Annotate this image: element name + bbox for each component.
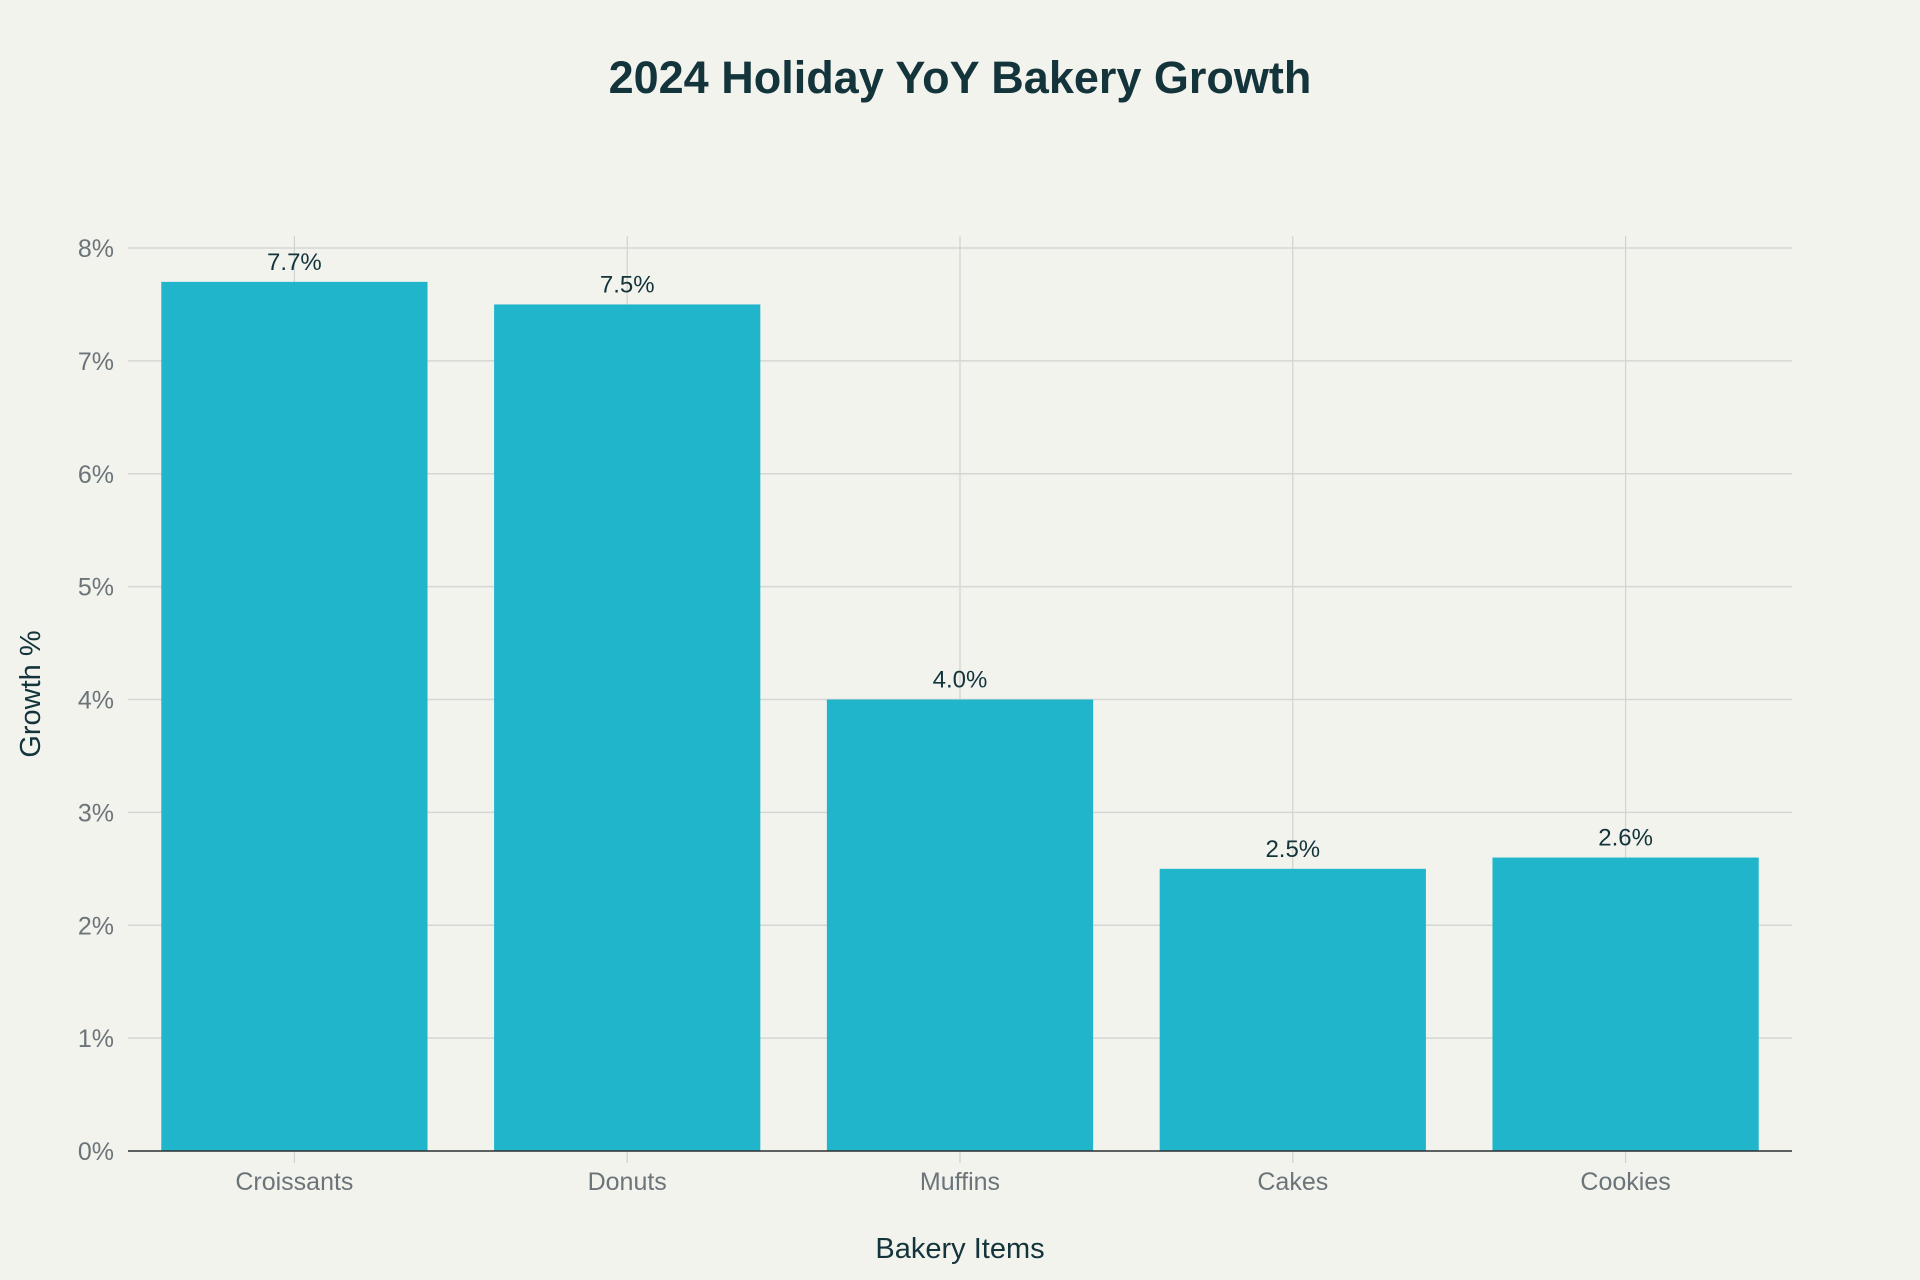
y-tick-label: 5%	[78, 574, 114, 602]
y-tick-label: 6%	[78, 461, 114, 489]
y-tick-label: 7%	[78, 348, 114, 376]
chart-title: 2024 Holiday YoY Bakery Growth	[609, 52, 1312, 103]
x-tick-label: Cookies	[1580, 1168, 1670, 1196]
y-tick-label: 4%	[78, 687, 114, 715]
data-label: 7.5%	[600, 271, 655, 298]
data-label: 4.0%	[933, 667, 988, 694]
bar-croissants	[161, 281, 428, 1151]
data-labels: 7.7% 7.5% 4.0% 2.5% 2.6%	[267, 249, 1653, 863]
y-tick-label: 2%	[78, 912, 114, 940]
y-tick-label: 0%	[78, 1138, 114, 1166]
data-label: 7.7%	[267, 249, 322, 276]
x-tick-label: Donuts	[588, 1168, 667, 1196]
x-tick-label: Croissants	[235, 1168, 353, 1196]
bar-cakes	[1159, 868, 1426, 1151]
x-axis-ticks: Croissants Donuts Muffins Cakes Cookies	[235, 1168, 1670, 1196]
bar-donuts	[494, 304, 761, 1151]
y-tick-label: 3%	[78, 799, 114, 827]
x-tick-label: Muffins	[920, 1168, 1000, 1196]
x-tick-label: Cakes	[1257, 1168, 1328, 1196]
x-axis-title: Bakery Items	[875, 1233, 1044, 1265]
y-axis-ticks: 0% 1% 2% 3% 4% 5% 6% 7% 8%	[78, 235, 114, 1166]
bar-cookies	[1492, 857, 1759, 1151]
bar-muffins	[826, 699, 1094, 1151]
data-label: 2.5%	[1265, 836, 1320, 863]
data-label: 2.6%	[1598, 825, 1653, 852]
y-tick-label: 1%	[78, 1025, 114, 1053]
y-axis-title: Growth %	[15, 630, 47, 757]
y-tick-label: 8%	[78, 235, 114, 263]
bars	[161, 281, 1759, 1151]
